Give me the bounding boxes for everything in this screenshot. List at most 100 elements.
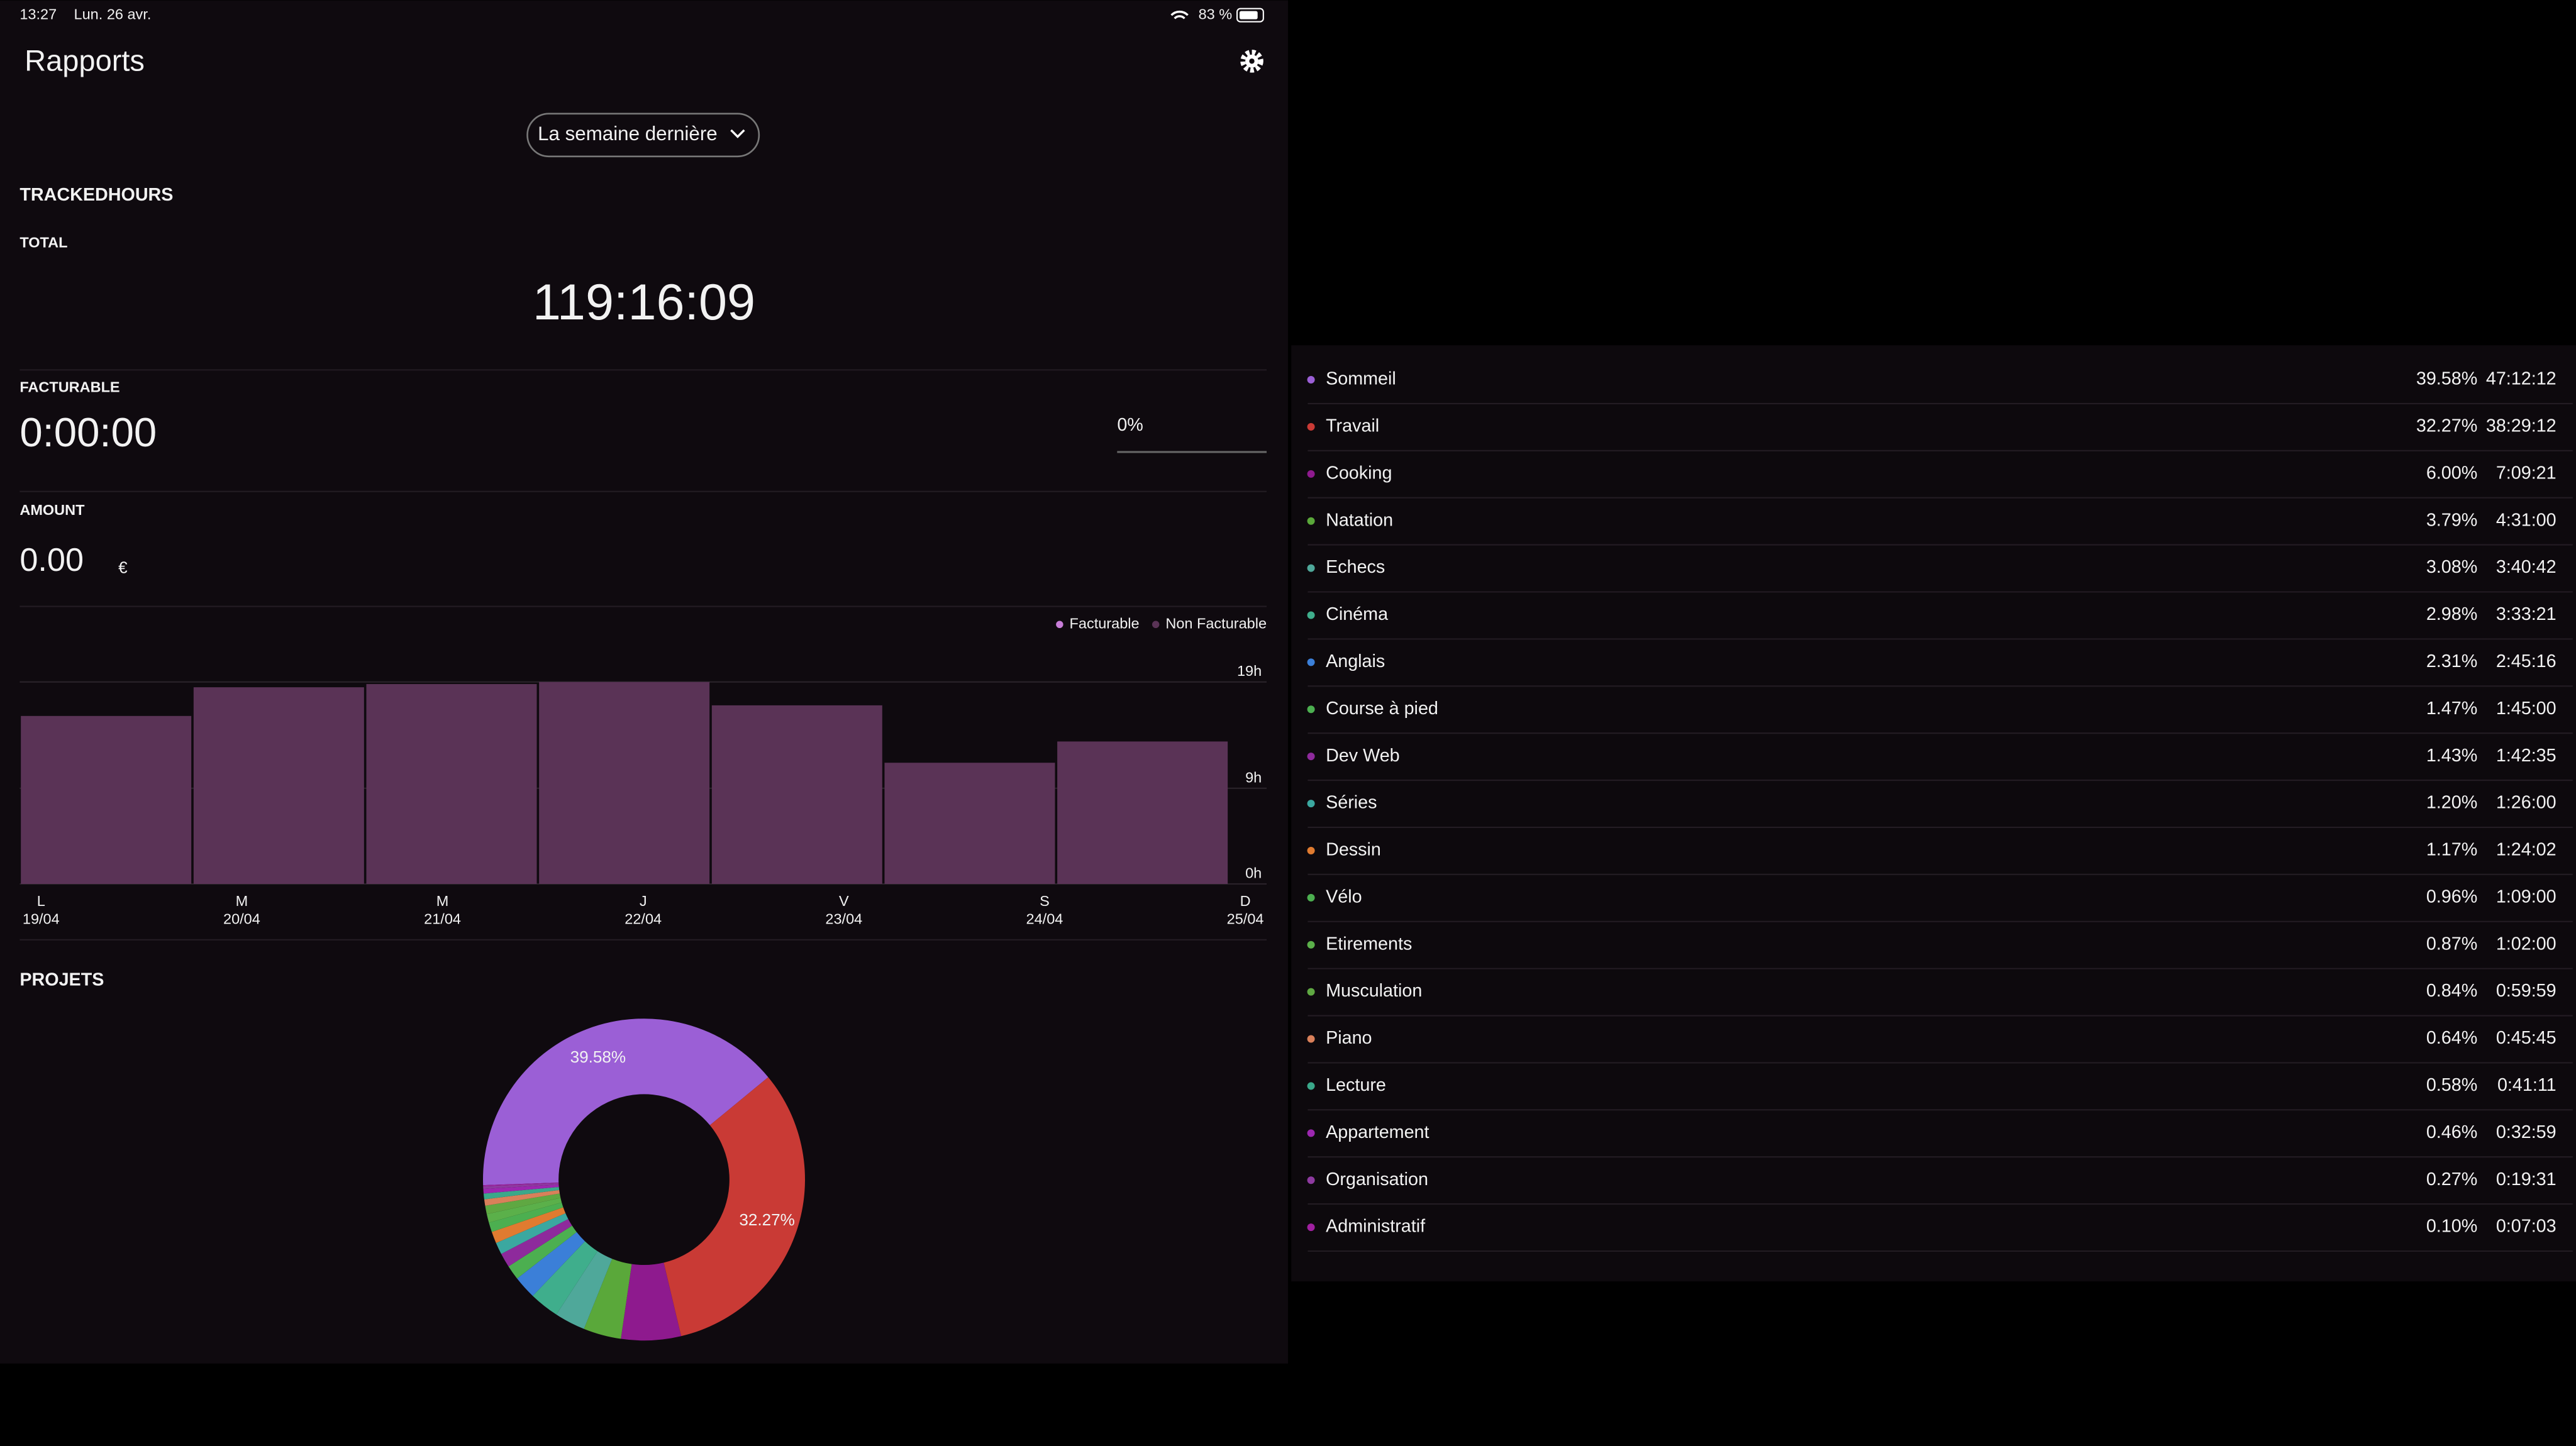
project-percent: 0.84% <box>2426 981 2477 1001</box>
pie-slice <box>533 1241 598 1315</box>
project-percent: 0.46% <box>2426 1122 2477 1142</box>
x-tick-date: 25/04 <box>1227 911 1264 927</box>
x-tick-date: 23/04 <box>825 911 862 927</box>
project-duration: 7:09:21 <box>2496 463 2557 483</box>
pie-slice <box>484 1189 560 1206</box>
total-label: TOTAL <box>19 234 67 250</box>
period-dropdown[interactable]: La semaine dernière <box>526 113 760 158</box>
slice-label: 39.58% <box>570 1047 626 1066</box>
page-title: Rapports <box>25 43 145 77</box>
y-tick-label: 19h <box>1237 663 1262 679</box>
y-tick-label: 9h <box>1245 769 1262 785</box>
project-duration: 1:45:00 <box>2496 698 2557 719</box>
project-dot <box>1307 705 1315 714</box>
project-duration: 2:45:16 <box>2496 651 2557 671</box>
project-percent: 1.20% <box>2426 793 2477 813</box>
settings-button[interactable] <box>1240 49 1263 73</box>
project-dot <box>1307 1035 1315 1043</box>
project-duration: 1:26:00 <box>2496 793 2557 813</box>
project-name: Vélo <box>1326 886 1362 907</box>
project-percent: 0.87% <box>2426 934 2477 954</box>
gear[interactable] <box>1240 49 1263 73</box>
project-duration: 3:40:42 <box>2496 557 2557 577</box>
pie-slice <box>621 1262 682 1341</box>
project-dot <box>1307 470 1315 478</box>
bar <box>711 705 882 884</box>
project-duration: 1:02:00 <box>2496 934 2557 954</box>
bar <box>193 687 364 884</box>
project-name: Anglais <box>1326 651 1385 671</box>
project-name: Course à pied <box>1326 698 1438 719</box>
project-percent: 1.43% <box>2426 746 2477 766</box>
project-name: Organisation <box>1326 1169 1428 1189</box>
project-percent: 1.47% <box>2426 698 2477 719</box>
pie-slice <box>491 1207 566 1244</box>
x-tick-date: 21/04 <box>424 911 461 927</box>
chevron[interactable] <box>730 129 745 138</box>
project-duration: 0:41:11 <box>2497 1075 2557 1095</box>
gear-hole[interactable] <box>1249 58 1255 64</box>
project-name: Séries <box>1326 793 1377 813</box>
project-percent: 0.27% <box>2426 1169 2477 1189</box>
project-duration: 38:29:12 <box>2486 416 2557 436</box>
pie-slice <box>663 1077 805 1337</box>
project-name: Administratif <box>1326 1217 1426 1237</box>
pie-slice <box>501 1218 572 1267</box>
project-dot <box>1307 941 1315 949</box>
pie-slice <box>517 1232 586 1296</box>
project-percent: 0.10% <box>2426 1217 2477 1237</box>
project-name: Dessin <box>1326 840 1381 860</box>
dropdown-border[interactable] <box>526 113 760 158</box>
project-duration: 0:45:45 <box>2496 1028 2557 1048</box>
project-dot <box>1307 376 1315 384</box>
project-name: Etirements <box>1326 934 1412 954</box>
project-duration: 1:24:02 <box>2496 840 2557 860</box>
bar <box>1057 741 1228 884</box>
project-percent: 3.79% <box>2426 510 2477 530</box>
project-duration: 3:33:21 <box>2496 604 2557 624</box>
bar <box>539 682 710 884</box>
project-dot <box>1307 988 1315 996</box>
billable-label: FACTURABLE <box>19 378 119 395</box>
project-duration: 1:09:00 <box>2496 886 2557 907</box>
project-duration: 4:31:00 <box>2496 510 2557 530</box>
pie-slice <box>496 1213 569 1254</box>
project-percent: 6.00% <box>2426 463 2477 483</box>
project-percent: 0.64% <box>2426 1028 2477 1048</box>
legend-label: Facturable <box>1070 615 1140 631</box>
project-dot <box>1307 753 1315 761</box>
x-tick-date: 22/04 <box>625 911 662 927</box>
pie-slice <box>556 1251 613 1329</box>
amount-value: 0.00 <box>19 542 84 578</box>
project-duration: 0:32:59 <box>2496 1122 2557 1142</box>
project-dot <box>1307 517 1315 525</box>
project-dot <box>1307 658 1315 666</box>
project-percent: 1.17% <box>2426 840 2477 860</box>
y-tick-label: 0h <box>1245 865 1262 881</box>
battery-text: 83 % <box>1199 6 1233 22</box>
x-tick-label: L <box>37 893 45 909</box>
project-name: Sommeil <box>1326 369 1396 389</box>
pie-slice <box>483 1184 559 1194</box>
dropdown-label[interactable]: La semaine dernière <box>538 123 718 145</box>
x-tick-label: S <box>1040 893 1050 909</box>
project-duration: 0:19:31 <box>2496 1169 2557 1189</box>
projects-title: PROJETS <box>19 970 104 990</box>
section-title: TRACKEDHOURS <box>19 185 173 205</box>
pie-slice <box>483 1183 559 1189</box>
x-tick-label: D <box>1240 893 1251 909</box>
project-percent: 32.27% <box>2416 416 2477 436</box>
bar <box>366 684 537 884</box>
legend-dot <box>1056 621 1063 629</box>
slice-label: 32.27% <box>739 1210 795 1229</box>
x-tick-label: V <box>839 893 849 909</box>
project-name: Cooking <box>1326 463 1392 483</box>
project-name: Natation <box>1326 510 1393 530</box>
project-name: Appartement <box>1326 1122 1429 1142</box>
project-duration: 0:07:03 <box>2496 1217 2557 1237</box>
project-dot <box>1307 893 1315 902</box>
project-name: Echecs <box>1326 557 1385 577</box>
project-percent: 39.58% <box>2416 369 2477 389</box>
